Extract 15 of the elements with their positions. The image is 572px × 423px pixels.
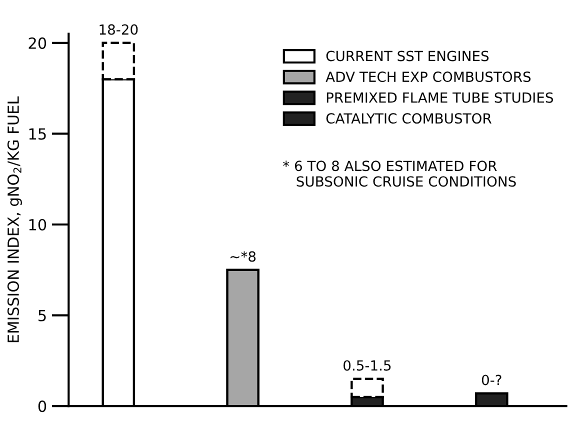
legend-label: CATALYTIC COMBUSTOR xyxy=(326,113,492,124)
y-tick-label: 15 xyxy=(29,128,46,140)
legend-label: CURRENT SST ENGINES xyxy=(326,50,489,62)
text: 18-20 xyxy=(100,24,138,35)
y-tick-label: 0 xyxy=(38,400,46,412)
legend-label: PREMIXED FLAME TUBE STUDIES xyxy=(326,92,554,103)
legend-label: ADV TECH EXP COMBUSTORS xyxy=(326,72,531,82)
text: 0-? xyxy=(482,374,502,386)
text: ~*8 xyxy=(230,251,256,262)
y-axis-title: EMISSION INDEX, gNO$_{2}$/KG FUEL xyxy=(7,96,22,342)
annotation: * 6 TO 8 ALSO ESTIMATED FOR SUBSONIC CRUISE CONDITIONS xyxy=(283,160,516,187)
y-tick-label: 10 xyxy=(29,218,46,231)
y-tick-label: 5 xyxy=(38,310,46,322)
text: 0.5-1.5 xyxy=(344,360,391,371)
y-tick-label: 20 xyxy=(28,37,46,49)
